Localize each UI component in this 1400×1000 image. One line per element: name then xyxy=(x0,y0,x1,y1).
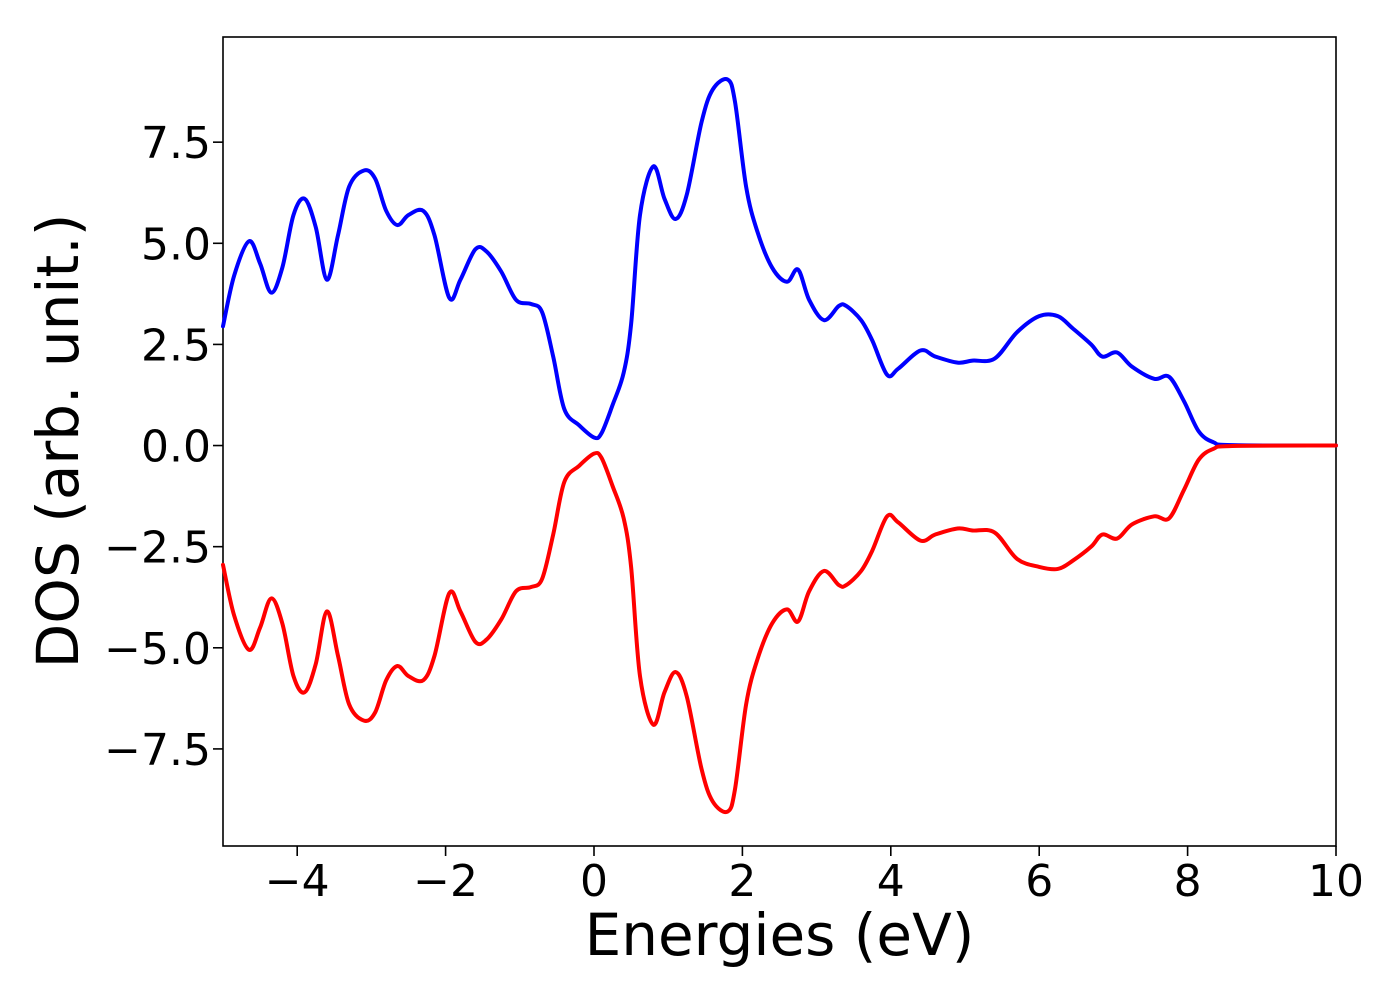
x-axis-label: Energies (eV) xyxy=(585,901,975,969)
y-axis-label: DOS (arb. unit.) xyxy=(24,214,92,669)
y-tick-label: −5.0 xyxy=(104,624,211,675)
x-axis-ticks: −4 −2 0 2 4 6 8 10 xyxy=(265,846,1364,907)
dos-up-line xyxy=(221,77,1338,448)
x-tick-label: 10 xyxy=(1308,856,1364,907)
x-tick-label: 2 xyxy=(728,856,756,907)
y-tick-label: −2.5 xyxy=(104,523,211,574)
y-tick-label: −7.5 xyxy=(104,725,211,776)
dos-down-line xyxy=(221,443,1338,815)
y-tick-label: 0.0 xyxy=(141,422,211,473)
x-tick-label: 6 xyxy=(1025,856,1053,907)
x-tick-label: 8 xyxy=(1174,856,1202,907)
x-tick-label: 0 xyxy=(580,856,608,907)
x-tick-label: 4 xyxy=(877,856,905,907)
x-tick-label: −4 xyxy=(265,856,330,907)
y-tick-label: 7.5 xyxy=(141,118,211,169)
plot-frame xyxy=(222,36,1337,847)
y-axis-ticks: 7.5 5.0 2.5 0.0 −2.5 −5.0 −7.5 xyxy=(104,118,223,776)
x-tick-label: −2 xyxy=(413,856,478,907)
series-layer xyxy=(221,77,1338,815)
y-tick-label: 2.5 xyxy=(141,320,211,371)
y-tick-label: 5.0 xyxy=(141,219,211,270)
